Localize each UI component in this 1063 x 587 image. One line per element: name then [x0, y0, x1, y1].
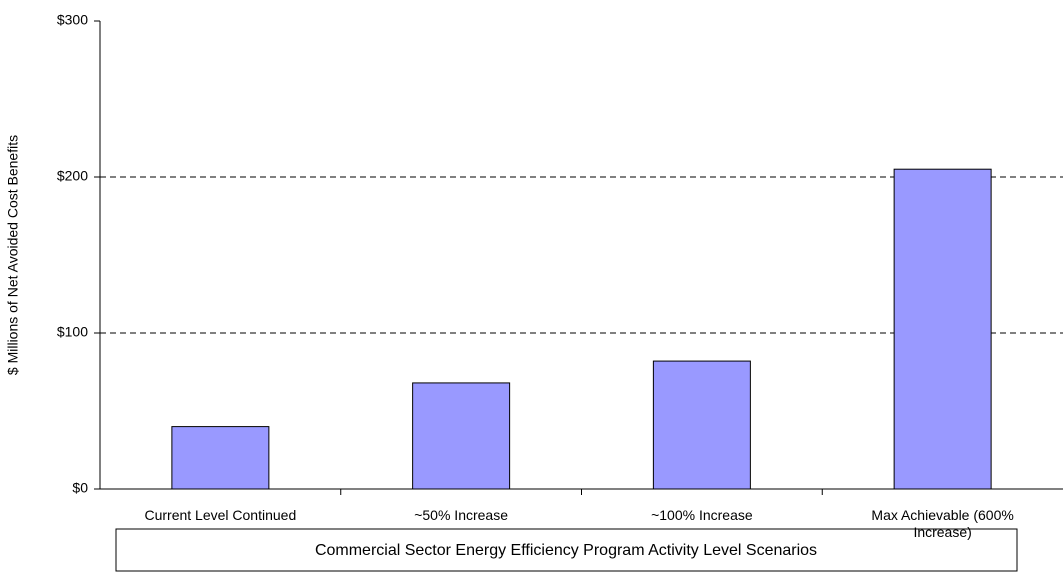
x-title-box: [115, 528, 1018, 572]
y-tick-label: $200: [57, 168, 88, 184]
x-tick-label-box: Max Achievable (600% Increase): [871, 507, 1014, 540]
y-tick-label: $300: [57, 12, 88, 28]
y-tick-label: $0: [72, 480, 88, 496]
x-tick-label-box: ~100% Increase: [651, 507, 753, 523]
y-axis-title: $ Millions of Net Avoided Cost Benefits: [5, 135, 21, 375]
x-axis-title: Commercial Sector Energy Efficiency Prog…: [315, 542, 817, 559]
x-tick-label: ~100% Increase: [651, 507, 753, 523]
bar: [171, 426, 270, 490]
bar: [412, 382, 511, 490]
y-tick-label: $100: [57, 324, 88, 340]
bar: [893, 168, 992, 490]
bar: [652, 360, 751, 490]
x-tick-label: ~50% Increase: [414, 507, 509, 523]
x-tick-label: Current Level Continued: [144, 507, 297, 523]
x-tick-label-box: ~50% Increase: [414, 507, 509, 523]
x-tick-label: Max Achievable (600% Increase): [871, 507, 1014, 540]
x-tick-label-box: Current Level Continued: [144, 507, 297, 523]
